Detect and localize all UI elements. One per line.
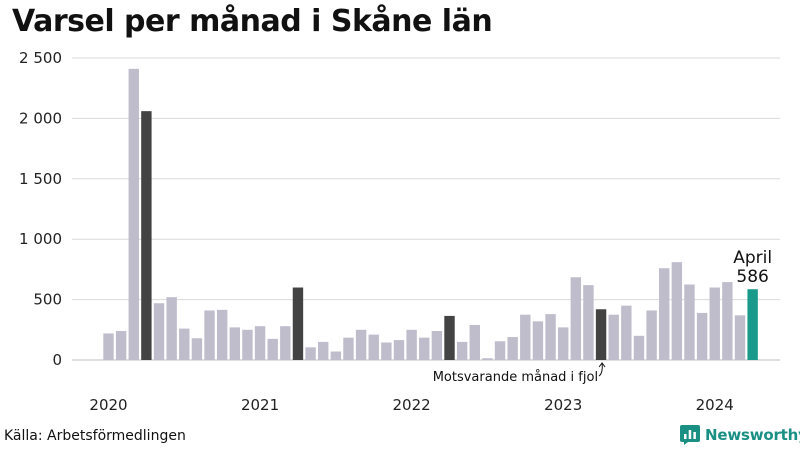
bar-2022-03 (431, 331, 443, 360)
x-year-label-2021: 2021 (241, 396, 279, 414)
bar-2021-07 (330, 351, 342, 360)
x-axis-year-labels: 2020 2021 2022 2023 2024 (89, 396, 733, 414)
bar-2022-06 (469, 324, 480, 360)
source-note: Källa: Arbetsförmedlingen (4, 428, 186, 444)
bar-2021-08 (343, 337, 354, 360)
bar-2023-08 (646, 310, 657, 360)
bar-2024-01 (709, 287, 720, 360)
bar-2022-02 (419, 337, 430, 360)
bar-2020-06 (166, 297, 177, 360)
bar-2023-03 (583, 285, 594, 360)
bar-2020-11 (229, 327, 240, 360)
y-tick-label: 1 500 (19, 170, 62, 188)
bar-2022-05 (456, 341, 468, 360)
bar-2020-05 (153, 303, 165, 360)
bar-2020-12 (242, 329, 253, 360)
newsworthy-logo-text: Newsworthy (705, 426, 800, 444)
x-year-label-2020: 2020 (89, 396, 127, 414)
previous-year-annotation: Motsvarande månad i fjol (433, 362, 606, 385)
bar-2021-02 (267, 338, 278, 360)
x-year-label-2022: 2022 (393, 396, 431, 414)
x-year-label-2023: 2023 (544, 396, 582, 414)
bar-2020-04 (141, 111, 152, 361)
bar-2020-01 (103, 333, 114, 360)
bar-2023-11 (684, 284, 695, 360)
current-month-callout: April 586 (733, 248, 772, 287)
y-tick-label: 0 (52, 351, 62, 369)
bar-2023-04 (595, 309, 607, 360)
bar-2022-09 (507, 337, 518, 360)
bar-2023-09 (659, 268, 670, 360)
bar-2024-04 (747, 289, 758, 360)
bar-2020-07 (179, 328, 190, 360)
bar-2023-10 (671, 262, 683, 360)
bar-2023-06 (621, 305, 632, 360)
bar-2021-01 (254, 326, 266, 360)
bar-2021-10 (368, 334, 379, 360)
y-tick-label: 2 500 (19, 49, 62, 67)
bar-2020-10 (216, 309, 228, 360)
bar-2021-05 (305, 347, 316, 360)
gridlines (72, 57, 780, 361)
y-axis-tick-labels: 0 500 1 000 1 500 2 000 2 500 (19, 49, 62, 369)
bar-2024-03 (734, 315, 746, 360)
annotation-arrowhead (598, 362, 606, 368)
bar-2022-01 (406, 329, 417, 360)
newsworthy-logo-icon (680, 425, 700, 445)
bar-2022-12 (545, 314, 556, 360)
y-tick-label: 2 000 (19, 109, 62, 127)
bar-2023-12 (696, 312, 708, 360)
bar-2023-02 (570, 277, 582, 360)
x-year-label-2024: 2024 (696, 396, 734, 414)
bar-2020-09 (204, 310, 215, 360)
annotation-arrow (598, 362, 603, 377)
bar-2023-07 (633, 335, 645, 360)
bar-2022-07 (482, 358, 493, 360)
bars (103, 68, 758, 361)
bar-2020-02 (115, 331, 127, 360)
bar-2020-08 (191, 338, 203, 360)
newsworthy-logo: Newsworthy (680, 424, 800, 446)
bar-2023-01 (557, 327, 569, 360)
bar-2023-05 (608, 314, 619, 360)
annotation-text: Motsvarande månad i fjol (433, 370, 598, 385)
bar-2022-04 (444, 315, 455, 360)
bar-2022-08 (494, 341, 506, 360)
y-tick-label: 500 (33, 291, 62, 309)
y-tick-label: 1 000 (19, 230, 62, 248)
chart-title: Varsel per månad i Skåne län (12, 4, 493, 39)
bar-2024-02 (722, 282, 733, 360)
callout-value-label: 586 (736, 267, 768, 287)
bar-2021-11 (381, 342, 392, 360)
bar-2022-10 (520, 314, 531, 360)
bar-2021-04 (292, 287, 304, 360)
bar-2021-09 (355, 329, 367, 360)
bar-2021-12 (393, 340, 405, 360)
bar-2020-03 (128, 68, 139, 361)
bar-2022-11 (532, 321, 544, 360)
callout-month-label: April (733, 248, 772, 268)
bar-2021-03 (280, 326, 291, 360)
bar-2021-06 (318, 341, 329, 360)
